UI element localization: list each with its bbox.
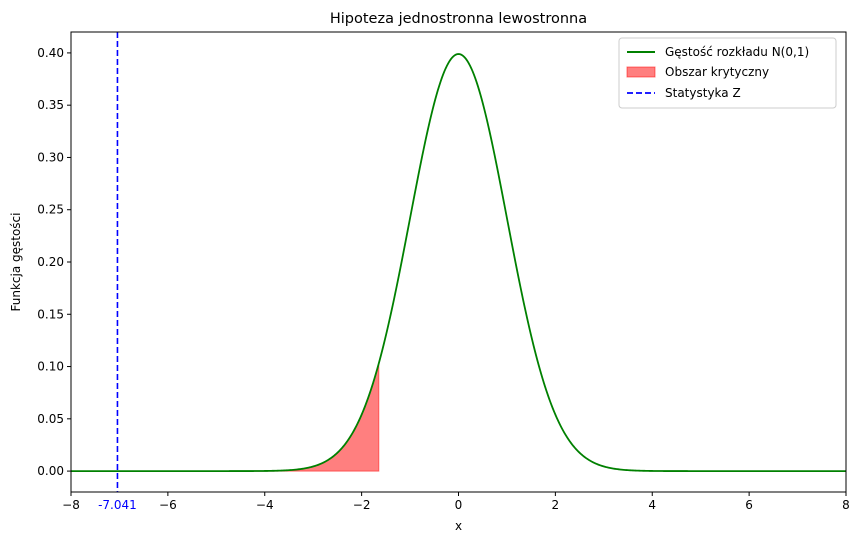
x-axis-label: x <box>455 519 462 533</box>
y-axis-label: Funkcja gęstości <box>9 213 23 312</box>
x-tick-label: −2 <box>353 498 371 512</box>
chart-title: Hipoteza jednostronna lewostronna <box>330 11 587 27</box>
x-tick-label: −6 <box>159 498 177 512</box>
x-tick-label: −8 <box>62 498 80 512</box>
y-axis: 0.00 0.05 0.10 0.15 0.20 0.25 0.30 0.35 0.40 <box>37 46 71 478</box>
y-tick-label: 0.00 <box>37 464 64 478</box>
legend-marker-critical-region <box>626 66 656 78</box>
z-statistic-tick-label: -7.041 <box>98 498 137 512</box>
y-tick-label: 0.10 <box>37 360 64 374</box>
x-axis: −8 −6 −4 −2 0 2 4 6 8 <box>62 492 850 512</box>
y-tick-label: 0.15 <box>37 307 64 321</box>
y-tick-label: 0.05 <box>37 412 64 426</box>
legend-label-density: Gęstość rozkładu N(0,1) <box>665 45 809 59</box>
y-tick-label: 0.25 <box>37 203 64 217</box>
x-tick-label: −4 <box>256 498 274 512</box>
legend: Gęstość rozkładu N(0,1) Obszar krytyczny… <box>618 37 837 109</box>
x-tick-label: 6 <box>745 498 753 512</box>
y-tick-label: 0.20 <box>37 255 64 269</box>
x-tick-label: 0 <box>455 498 463 512</box>
legend-box <box>618 37 837 109</box>
y-tick-label: 0.40 <box>37 46 64 60</box>
x-tick-label: 4 <box>648 498 656 512</box>
x-tick-label: 2 <box>552 498 560 512</box>
y-tick-label: 0.30 <box>37 150 64 164</box>
legend-label-critical-region: Obszar krytyczny <box>665 65 769 79</box>
legend-label-z-statistic: Statystyka Z <box>665 86 741 100</box>
y-tick-label: 0.35 <box>37 98 64 112</box>
density-curve <box>71 53 846 472</box>
x-tick-label: 8 <box>842 498 850 512</box>
